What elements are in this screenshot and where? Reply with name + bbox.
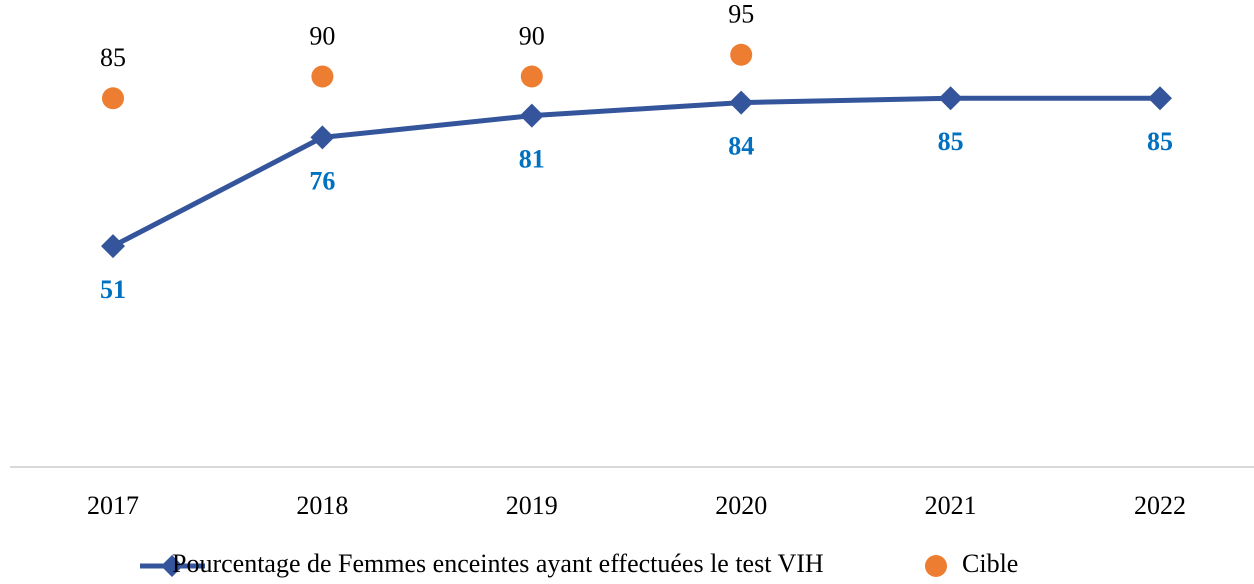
data-label: 81 (519, 145, 545, 174)
data-label: 84 (728, 132, 754, 161)
data-label: 90 (519, 21, 545, 50)
x-tick-label: 2019 (506, 491, 558, 520)
legend-label: Pourcentage de Femmes enceintes ayant ef… (172, 549, 824, 578)
legend-marker (161, 555, 183, 577)
legend-label: Cible (962, 549, 1018, 578)
data-label: 95 (728, 0, 754, 29)
data-label: 76 (309, 166, 335, 195)
data-label: 85 (938, 127, 964, 156)
x-tick-label: 2022 (1134, 491, 1186, 520)
target-point (730, 43, 753, 66)
x-tick-label: 2021 (925, 491, 977, 520)
data-label: 51 (100, 275, 126, 304)
data-line (111, 95, 1160, 249)
legend-marker (925, 555, 947, 577)
x-tick-label: 2017 (87, 491, 139, 520)
marker (1148, 86, 1172, 111)
data-label: 85 (1147, 127, 1173, 156)
marker (310, 125, 335, 150)
target-point (311, 65, 334, 88)
x-tick-label: 2018 (296, 491, 348, 520)
x-tick-label: 2020 (715, 491, 767, 520)
marker (938, 86, 963, 111)
target-point (102, 87, 124, 110)
marker (729, 90, 754, 115)
data-label: 90 (309, 21, 335, 50)
target-point (520, 65, 543, 88)
data-label: 85 (100, 43, 126, 72)
marker (519, 103, 544, 128)
marker (101, 234, 125, 259)
